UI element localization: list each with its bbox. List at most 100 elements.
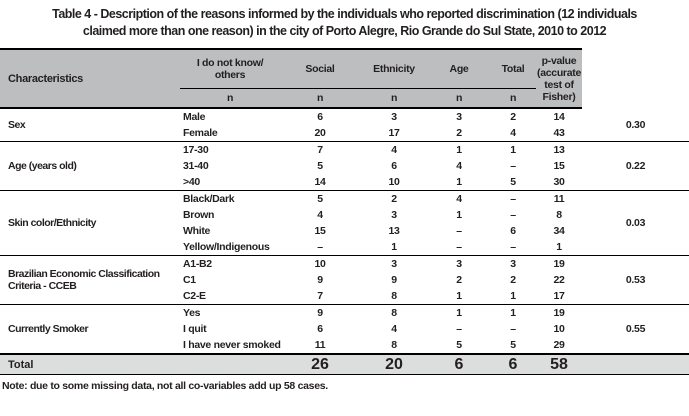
subcategory-label: 17-30 (180, 141, 280, 158)
column-header-social: Social (280, 48, 360, 89)
count-cell: 5 (317, 160, 323, 172)
count-cell: 1 (428, 304, 490, 321)
count-cell: 2 (510, 274, 516, 286)
count-cell: 5 (280, 190, 360, 207)
count-cell: 7 (280, 141, 360, 158)
subcategory-label: >40 (183, 176, 200, 188)
characteristic-label: Currently Smoker (0, 304, 180, 354)
table-row: Currently Smoker Yes 9 8 1 1 19 0.55 (0, 304, 689, 354)
p-value-cell: 0.30 (625, 118, 646, 131)
count-cell: 13 (536, 141, 582, 158)
count-cell: 11 (536, 190, 582, 207)
table-row: Female 20 17 2 4 43 (0, 125, 689, 142)
count-cell: 1 (490, 304, 536, 321)
count-cell: 3 (391, 209, 397, 221)
count-cell: 1 (391, 241, 397, 253)
table-row: Skin color/Ethnicity Black/Dark 5 2 4–11 0.03 (0, 190, 689, 256)
count-cell: 1 (510, 290, 516, 302)
count-cell: 6 (317, 323, 323, 335)
count-cell: – (510, 160, 516, 172)
count-cell: 14 (314, 176, 326, 188)
count-cell: 2 (456, 127, 462, 139)
count-cell: 8 (391, 290, 397, 302)
count-cell: – (317, 241, 323, 253)
count-cell: 8 (360, 304, 428, 321)
count-cell: 2 (510, 111, 516, 123)
total-count-cell: 20 (360, 353, 428, 375)
count-cell: 1 (456, 290, 462, 302)
table-row: 31-40 5 6 4 – 15 (0, 158, 689, 174)
p-value-cell: 0.22 (582, 141, 689, 191)
subcategory-label: A1-B2 (180, 255, 280, 272)
count-cell: – (510, 241, 516, 253)
count-cell: 4 (391, 323, 397, 335)
count-cell: 6 (391, 160, 397, 172)
count-cell: – (510, 323, 516, 335)
total-count-cell: 6 (428, 353, 490, 375)
count-cell: 22 (553, 274, 565, 286)
count-cell: 19 (536, 304, 582, 321)
count-cell: 17 (388, 127, 400, 139)
column-header-total: Total (490, 48, 536, 89)
p-value-cell: 0.03 (582, 190, 689, 256)
count-cell: 4 (317, 209, 323, 221)
count-cell: 1 (428, 141, 490, 158)
count-cell: 5 (510, 176, 516, 188)
count-cell: – (510, 209, 516, 221)
count-cell: – (456, 323, 462, 335)
p-value-cell: 0.55 (582, 304, 689, 354)
count-cell: 34 (553, 225, 565, 237)
column-header-age: Age (428, 48, 490, 89)
count-cell: 9 (280, 304, 360, 321)
count-cell: 3 (391, 111, 397, 123)
subcategory-label: C2-E (183, 290, 206, 302)
header-row-n: n n n n n (0, 88, 689, 109)
count-cell: 6 (317, 111, 323, 123)
subcategory-label: Yellow/Indigenous (183, 241, 270, 253)
n-label: n (490, 88, 536, 109)
table: Characteristics I do not know/ others So… (0, 48, 689, 375)
characteristic-label: Skin color/Ethnicity (0, 190, 180, 256)
count-cell: – (490, 190, 536, 207)
characteristic-label: Brazilian Economic Classification Criter… (0, 255, 180, 305)
subcategory-label: Male (183, 111, 206, 123)
table-row: C2-E 7 8 1 1 17 (0, 288, 689, 305)
table-row: I quit 6 4 – – 10 (0, 321, 689, 337)
count-cell: 3 (360, 255, 428, 272)
count-cell: 9 (317, 274, 323, 286)
n-label: n (280, 88, 360, 109)
total-count-cell: 6 (490, 353, 536, 375)
count-cell: 10 (280, 255, 360, 272)
count-cell: 29 (553, 339, 565, 351)
count-cell: 9 (391, 274, 397, 286)
table-row: Brazilian Economic Classification Criter… (0, 255, 689, 305)
subcategory-label: 31-40 (183, 160, 209, 172)
count-cell: 11 (314, 339, 326, 351)
count-cell: 2 (360, 190, 428, 207)
table-body: Sex Male 6 3 3 2 14 0.30 Female 20 17 2 4 43 Age (year… (0, 108, 689, 354)
count-cell: 3 (490, 255, 536, 272)
count-cell: 5 (456, 339, 462, 351)
count-cell: 7 (317, 290, 323, 302)
n-label: n (428, 88, 490, 109)
count-cell: 17 (553, 290, 565, 302)
table-row: Age (years old) 17-30 7 4 1 1 13 0.22 (0, 141, 689, 191)
count-cell: 1 (456, 176, 462, 188)
count-cell: 20 (314, 127, 326, 139)
total-count-cell: 58 (536, 353, 582, 375)
subcategory-label: White (183, 225, 211, 237)
table-row: I have never smoked 11 8 5 5 29 (0, 337, 689, 354)
title-line-1: Table 4 - Description of the reasons inf… (52, 7, 637, 21)
count-cell: 1 (490, 141, 536, 158)
table-row: >40 14 10 1 5 30 (0, 174, 689, 191)
title-line-2: claimed more than one reason) in the cit… (82, 24, 607, 38)
count-cell: 19 (536, 255, 582, 272)
count-cell: 1 (456, 209, 462, 221)
subcategory-label: Yes (180, 304, 280, 321)
count-cell: 2 (456, 274, 462, 286)
total-p-value-cell (582, 353, 689, 375)
total-row: Total 26 20 6 6 58 (0, 353, 689, 375)
count-cell: 30 (553, 176, 565, 188)
column-header-characteristics: Characteristics (0, 48, 180, 109)
count-cell: 43 (553, 127, 565, 139)
